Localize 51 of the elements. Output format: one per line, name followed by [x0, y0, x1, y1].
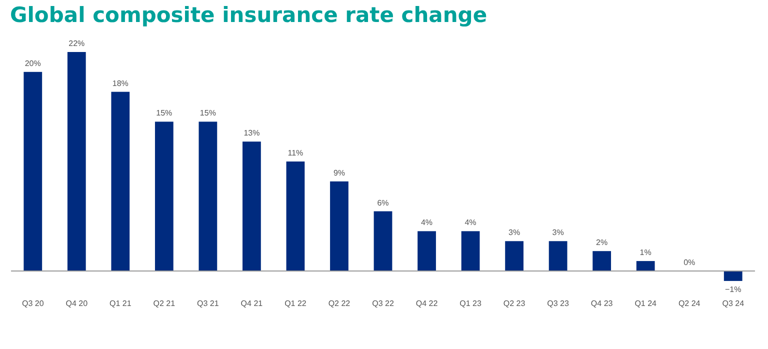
data-label: 15% [200, 108, 216, 118]
bar [636, 261, 655, 271]
x-tick-label: Q4 22 [416, 299, 438, 308]
chart-title: Global composite insurance rate change [10, 3, 488, 27]
data-label: 6% [377, 198, 389, 208]
bar [461, 231, 480, 271]
data-label: 22% [68, 39, 85, 48]
x-tick-label: Q1 22 [284, 299, 307, 308]
x-tick-label: Q4 20 [66, 299, 88, 308]
bar [286, 162, 305, 271]
data-label: 13% [244, 128, 260, 138]
bar [154, 122, 174, 271]
x-tick-label: Q3 22 [372, 299, 394, 308]
data-label: 9% [333, 168, 346, 178]
x-tick-label: Q1 21 [110, 299, 132, 308]
data-label: 2% [596, 238, 608, 248]
bar [24, 72, 42, 271]
x-tick-label: Q1 23 [460, 299, 482, 308]
data-label: 11% [288, 148, 304, 158]
data-label: −1% [725, 284, 742, 294]
data-label: 1% [640, 248, 652, 258]
x-tick-label: Q4 21 [240, 299, 264, 308]
bar [592, 251, 612, 271]
data-label: 4% [420, 218, 433, 228]
bar [418, 231, 436, 271]
data-label: 20% [24, 58, 41, 68]
data-label: 18% [112, 78, 128, 88]
x-tick-label: Q3 20 [22, 299, 44, 308]
bar [67, 52, 86, 271]
x-tick-label: Q2 21 [153, 299, 176, 308]
x-tick-label: Q2 23 [503, 299, 526, 308]
x-tick-label: Q2 24 [678, 299, 701, 308]
x-tick-label: Q1 24 [634, 299, 658, 308]
bar [724, 271, 742, 281]
x-tick-label: Q2 22 [328, 299, 351, 308]
bar [330, 181, 348, 271]
bar [198, 122, 218, 271]
bar [242, 142, 261, 271]
data-label: 3% [552, 228, 564, 238]
bar [505, 241, 524, 271]
data-label: 4% [464, 218, 476, 228]
x-tick-label: Q3 24 [722, 299, 745, 308]
data-label: 0% [684, 258, 696, 267]
data-label: 15% [156, 108, 172, 118]
bar [548, 241, 568, 271]
x-tick-label: Q4 23 [590, 299, 614, 308]
x-tick-label: Q3 23 [547, 299, 570, 308]
x-tick-label: Q3 21 [197, 299, 220, 308]
bar [374, 211, 392, 271]
bar [111, 92, 130, 271]
data-label: 3% [508, 228, 520, 238]
